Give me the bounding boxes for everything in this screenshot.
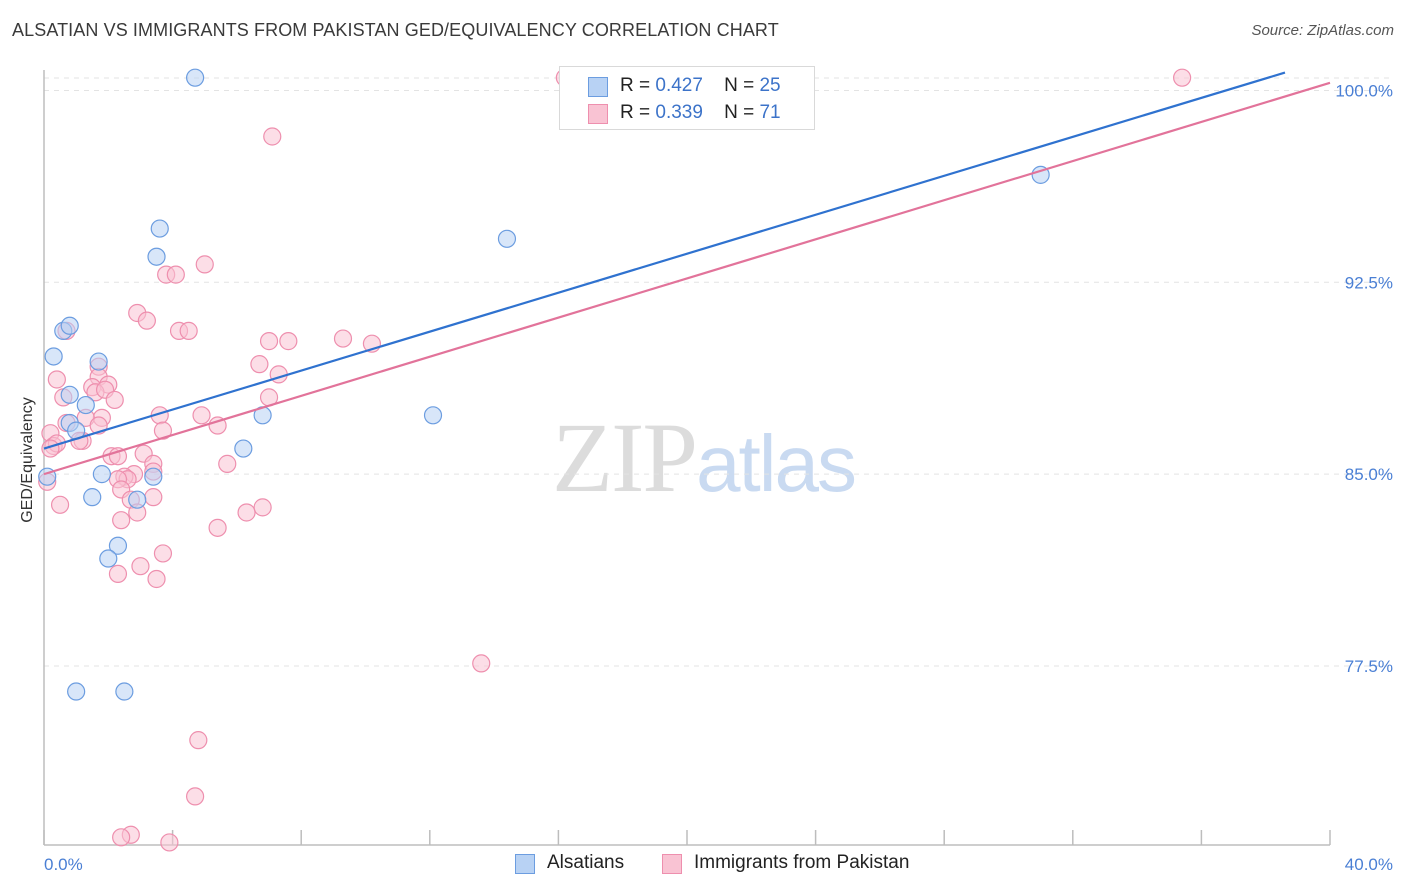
y-tick-label: 100.0%: [1335, 81, 1393, 100]
source-label: Source: ZipAtlas.com: [1251, 22, 1394, 39]
alsatian-point: [128, 490, 147, 509]
pakistan-point: [166, 265, 185, 284]
alsatian-point: [186, 68, 205, 87]
pakistan-point: [186, 787, 205, 806]
chart-title: ALSATIAN VS IMMIGRANTS FROM PAKISTAN GED…: [12, 20, 779, 40]
alsatian-point: [67, 682, 86, 701]
pakistan-point: [160, 833, 179, 852]
n-value-pakistan: 71: [759, 102, 781, 123]
alsatian-point: [92, 465, 111, 484]
pakistan-point: [1173, 68, 1192, 87]
pakistan-point: [189, 731, 208, 750]
trend-lines: [43, 71, 1331, 476]
pakistan-point: [47, 370, 66, 389]
pakistan-trend-line: [43, 81, 1331, 476]
pakistan-point: [108, 564, 128, 583]
alsatian-point: [76, 395, 95, 415]
pakistan-point: [153, 544, 173, 563]
pakistan-point: [253, 498, 272, 517]
y-axis-label: GED/Equivalency: [19, 397, 36, 522]
pakistan-point: [218, 454, 237, 473]
alsatian-points: [38, 68, 1050, 701]
pakistan-point: [179, 321, 198, 340]
alsatian-point: [234, 439, 253, 458]
pakistan-point: [195, 255, 214, 274]
pakistan-point: [147, 569, 166, 589]
axes: [43, 70, 1330, 846]
pakistan-legend-swatch: [662, 854, 682, 874]
stats-legend: R = 0.427 N = 25 R = 0.339 N = 71: [559, 66, 815, 130]
pakistan-point: [237, 503, 256, 522]
watermark-zip: ZIP: [552, 402, 698, 513]
alsatian-swatch: [588, 77, 608, 97]
pakistan-point: [333, 329, 353, 348]
alsatian-point: [115, 682, 134, 701]
r-value-pakistan: 0.339: [655, 102, 703, 123]
pakistan-swatch: [588, 104, 608, 124]
pakistan-points: [38, 68, 1192, 852]
pakistan-point: [259, 332, 279, 351]
pakistan-point: [153, 421, 173, 440]
pakistan-point: [144, 488, 163, 507]
pakistan-point: [263, 127, 282, 146]
pakistan-point: [279, 332, 298, 351]
alsatian-point: [99, 549, 118, 568]
alsatian-point: [89, 352, 108, 371]
grid-lines: [44, 77, 1390, 667]
alsatian-point: [423, 406, 443, 425]
alsatian-point: [60, 316, 79, 335]
alsatian-point: [60, 385, 79, 404]
alsatian-legend-swatch: [515, 854, 535, 874]
pakistan-point: [250, 355, 269, 374]
r-label: R =: [620, 75, 651, 96]
y-tick-label: 77.5%: [1345, 657, 1393, 676]
pakistan-point: [208, 518, 227, 537]
pakistan-point: [50, 495, 70, 514]
alsatian-point: [497, 229, 517, 248]
pakistan-point: [192, 406, 211, 425]
x-tick-label-min: 0.0%: [44, 855, 83, 874]
y-tick-label: 85.0%: [1345, 465, 1393, 484]
pakistan-point: [112, 511, 131, 530]
alsatian-point: [147, 247, 166, 266]
pakistan-point: [208, 416, 227, 435]
alsatian-point: [150, 219, 169, 238]
alsatian-point: [108, 536, 128, 555]
pakistan-point: [131, 557, 150, 576]
alsatian-point: [83, 488, 102, 507]
watermark-atlas: atlas: [696, 419, 857, 508]
series-legend: Alsatians Immigrants from Pakistan: [0, 851, 1406, 879]
y-tick-label: 92.5%: [1345, 273, 1393, 292]
n-label: N =: [724, 75, 755, 96]
alsatian-point: [144, 467, 163, 486]
x-axis-ticks: [43, 830, 1331, 845]
pakistan-point: [472, 654, 491, 673]
alsatian-point: [44, 347, 63, 366]
y-tick-labels: 77.5% 85.0% 92.5% 100.0%: [1335, 81, 1393, 675]
pakistan-point: [112, 828, 131, 847]
legend-label-alsatians: Alsatians: [547, 852, 625, 873]
pakistan-point: [105, 390, 124, 410]
alsatian-trend-line: [43, 71, 1286, 450]
r-value-alsatians: 0.427: [655, 75, 703, 96]
n-label: N =: [724, 102, 755, 123]
x-tick-label-max: 40.0%: [1345, 855, 1393, 874]
pakistan-point: [137, 311, 156, 330]
r-label: R =: [620, 102, 651, 123]
n-value-alsatians: 25: [759, 75, 781, 96]
watermark: ZIPatlas: [552, 400, 857, 515]
legend-label-pakistan: Immigrants from Pakistan: [694, 852, 910, 873]
